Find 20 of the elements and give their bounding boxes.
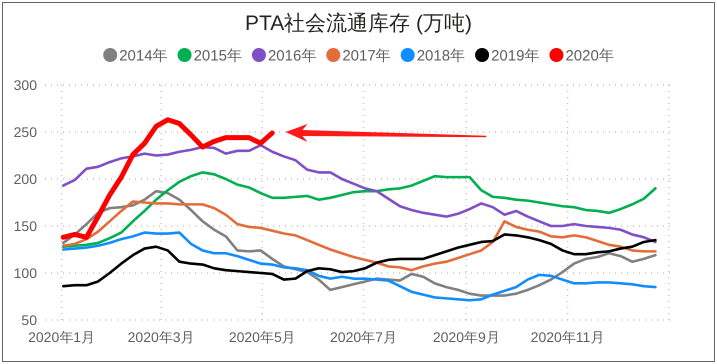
y-tick-label: 50	[21, 312, 38, 328]
x-tick-label: 2020年11月	[530, 329, 604, 345]
y-tick-label: 200	[14, 171, 38, 187]
legend-label: 2020年	[565, 48, 614, 64]
x-tick-label: 2020年7月	[330, 329, 397, 345]
legend-label: 2018年	[416, 48, 466, 64]
chart-title: PTA社会流通库存 (万吨)	[244, 12, 472, 35]
legend-label: 2016年	[268, 48, 316, 64]
y-tick-label: 100	[14, 265, 38, 281]
y-tick-label: 250	[14, 124, 38, 140]
x-tick-label: 2020年5月	[228, 329, 296, 345]
x-tick-label: 2020年9月	[432, 329, 500, 345]
legend-label: 2017年	[342, 48, 391, 64]
y-tick-label: 300	[14, 77, 38, 93]
x-tick-label: 2020年1月	[28, 329, 96, 345]
y-tick-label: 150	[14, 218, 38, 234]
legend-label: 2014年	[119, 48, 168, 64]
legend-label: 2015年	[194, 48, 242, 64]
x-tick-label: 2020年3月	[128, 329, 195, 345]
legend-label: 2019年	[491, 48, 540, 64]
